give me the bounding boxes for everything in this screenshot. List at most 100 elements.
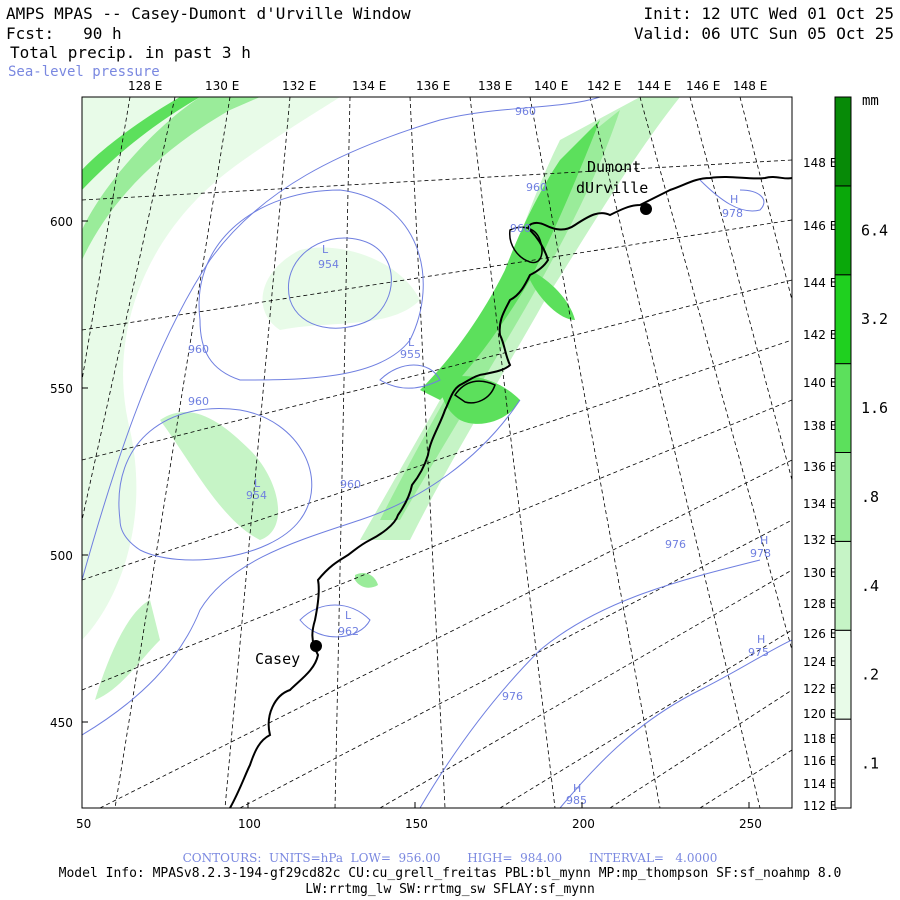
pressure-label: 976 xyxy=(502,690,523,703)
init-time: Init: 12 UTC Wed 01 Oct 25 xyxy=(643,4,894,23)
colorbar-segment xyxy=(834,452,852,542)
lon-label: 134 E xyxy=(803,497,837,511)
high-center: H xyxy=(573,782,581,795)
lon-label: 128 E xyxy=(128,79,162,93)
station-marker-casey xyxy=(310,640,322,652)
colorbar-level-label: .8 xyxy=(861,488,879,506)
lon-label: 142 E xyxy=(803,328,837,342)
lon-label: 120 E xyxy=(803,707,837,721)
pressure-label: 960 xyxy=(510,222,531,235)
station-label-dumont-2: dUrville xyxy=(576,179,648,197)
lon-label: 140 E xyxy=(534,79,568,93)
title-model: AMPS MPAS -- Casey-Dumont d'Urville Wind… xyxy=(6,4,411,23)
colorbar-level-label: .4 xyxy=(861,577,879,595)
colorbar-unit: mm xyxy=(862,93,879,109)
low-center: L xyxy=(408,336,415,349)
lon-label: 128 E xyxy=(803,597,837,611)
top-lon-labels: 128 E 130 E 132 E 134 E 136 E 138 E 140 … xyxy=(128,79,767,93)
lon-label: 132 E xyxy=(282,79,316,93)
pressure-annotations: 960 960 960 960 960 960 954 955 954 962 … xyxy=(188,105,771,807)
y-tick-label: 550 xyxy=(50,382,73,396)
pressure-label: 960 xyxy=(188,343,209,356)
colorbar-segment xyxy=(834,540,852,631)
x-tick-label: 50 xyxy=(76,817,91,831)
low-center: L xyxy=(254,477,261,490)
colorbar-level-label: .2 xyxy=(861,666,879,684)
lon-label: 144 E xyxy=(637,79,671,93)
y-tick-label: 500 xyxy=(50,549,73,563)
lon-label: 122 E xyxy=(803,682,837,696)
isobars xyxy=(82,97,792,808)
colorbar-segment xyxy=(834,185,852,276)
model-info-line1: Model Info: MPASv8.2.3-194-gf29cd82c CU:… xyxy=(58,866,842,881)
colorbar-segment xyxy=(834,363,852,453)
colorbar-segment xyxy=(834,96,852,187)
colorbar-segment xyxy=(834,629,852,720)
colorbar-segment xyxy=(834,274,852,365)
pressure-label: 960 xyxy=(340,478,361,491)
pressure-label: 962 xyxy=(338,625,359,638)
forecast-label: Fcst: xyxy=(6,24,55,43)
bay-outline xyxy=(453,380,496,404)
map-plot-area: 960 960 960 960 960 960 954 955 954 962 … xyxy=(82,97,792,808)
lon-label: 146 E xyxy=(803,219,837,233)
pressure-label: 960 xyxy=(526,181,547,194)
pressure-label: 954 xyxy=(246,489,267,502)
pressure-label: 955 xyxy=(400,348,421,361)
high-center: H xyxy=(757,633,765,646)
x-tick-label: 200 xyxy=(572,817,595,831)
colorbar-segment xyxy=(834,718,852,809)
lon-label: 148 E xyxy=(733,79,767,93)
lon-label: 124 E xyxy=(803,655,837,669)
overlay-name: Sea-level pressure xyxy=(8,64,160,80)
lon-label: 144 E xyxy=(803,276,837,290)
lon-label: 140 E xyxy=(803,376,837,390)
pressure-label: 954 xyxy=(318,258,339,271)
low-center: L xyxy=(322,243,329,256)
bottom-axis: 50 100 150 200 250 xyxy=(76,802,762,831)
graticule xyxy=(82,97,792,808)
colorbar-level-label: 6.4 xyxy=(861,221,888,239)
x-tick-label: 100 xyxy=(238,817,261,831)
lon-label: 130 E xyxy=(803,566,837,580)
high-center: H xyxy=(730,193,738,206)
precip-shading xyxy=(82,97,680,700)
forecast-value: 90 h xyxy=(83,24,122,43)
lon-label: 146 E xyxy=(686,79,720,93)
lon-label: 142 E xyxy=(587,79,621,93)
pressure-label: 975 xyxy=(748,646,769,659)
island-outline xyxy=(509,226,543,264)
lon-label: 136 E xyxy=(803,460,837,474)
colorbar: mm .1 .2 .4 .8 1.6 3.2 6.4 xyxy=(834,93,888,809)
lon-label: 116 E xyxy=(803,754,837,768)
plot-frame xyxy=(81,96,793,809)
high-center: H xyxy=(760,534,768,547)
station-marker-dumont xyxy=(640,203,652,215)
colorbar-level-label: 3.2 xyxy=(861,310,888,328)
valid-time: Valid: 06 UTC Sun 05 Oct 25 xyxy=(633,24,894,43)
lon-label: 138 E xyxy=(478,79,512,93)
low-center: L xyxy=(345,609,352,622)
pressure-label: 960 xyxy=(188,395,209,408)
model-info-line2: LW:rrtmg_lw SW:rrtmg_sw SFLAY:sf_mynn xyxy=(305,882,595,897)
x-tick-label: 250 xyxy=(739,817,762,831)
colorbar-level-label: .1 xyxy=(861,755,879,773)
lon-label: 130 E xyxy=(205,79,239,93)
lon-label: 148 E xyxy=(803,156,837,170)
colorbar-level-label: 1.6 xyxy=(861,399,888,417)
y-tick-label: 450 xyxy=(50,716,73,730)
lon-label: 138 E xyxy=(803,419,837,433)
pressure-label: 978 xyxy=(722,207,743,220)
station-label-casey: Casey xyxy=(255,650,300,668)
y-tick-label: 600 xyxy=(50,215,73,229)
pressure-label: 960 xyxy=(515,105,536,118)
left-axis: 600 550 500 450 xyxy=(50,215,88,730)
contours-info: CONTOURS: UNITS=hPa LOW= 956.00 HIGH= 98… xyxy=(182,851,718,865)
right-lon-labels: 148 E 146 E 144 E 142 E 140 E 138 E 136 … xyxy=(803,156,837,813)
lon-label: 126 E xyxy=(803,627,837,641)
pressure-label: 976 xyxy=(665,538,686,551)
pressure-label: 978 xyxy=(750,547,771,560)
lon-label: 132 E xyxy=(803,533,837,547)
x-tick-label: 150 xyxy=(405,817,428,831)
